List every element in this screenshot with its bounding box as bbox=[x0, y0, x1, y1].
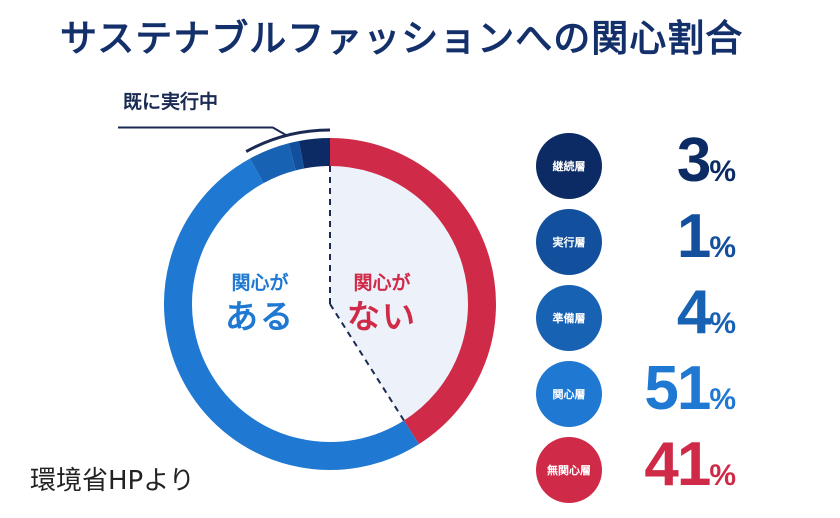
legend-row-preparing: 準備層 4% bbox=[536, 278, 836, 361]
slice-not-interested bbox=[329, 138, 496, 445]
legend-row-not-interested: 無関心層 41% bbox=[536, 430, 836, 513]
legend-value-interested: 51% bbox=[636, 353, 736, 424]
acting-bracket bbox=[245, 128, 331, 153]
source-note: 環境省HPより bbox=[30, 466, 195, 496]
unit-preparing: % bbox=[709, 307, 736, 340]
legend-badge-preparing: 準備層 bbox=[536, 285, 602, 351]
divider-bottom bbox=[329, 303, 405, 422]
legend-row-interested: 関心層 51% bbox=[536, 354, 836, 437]
unit-interested: % bbox=[709, 383, 736, 416]
chart-title: サステナブルファッションへの関心割合 bbox=[60, 17, 744, 60]
legend-value-executing: 1% bbox=[636, 201, 736, 272]
value-interested: 51 bbox=[644, 354, 711, 423]
legend-value-not-interested: 41% bbox=[636, 429, 736, 500]
interested-label-small: 関心が bbox=[231, 272, 289, 294]
slice-continuing bbox=[298, 138, 331, 169]
legend-badge-continuing: 継続層 bbox=[536, 133, 602, 199]
not-interested-label-small: 関心が bbox=[353, 272, 411, 294]
donut-inner-background bbox=[330, 166, 468, 421]
slice-interested bbox=[164, 158, 419, 470]
slice-preparing bbox=[250, 143, 297, 184]
unit-executing: % bbox=[709, 231, 736, 264]
legend-badge-executing: 実行層 bbox=[536, 209, 602, 275]
legend-badge-not-interested: 無関心層 bbox=[536, 437, 602, 503]
not-interested-label-big: ない bbox=[347, 296, 417, 336]
legend-value-preparing: 4% bbox=[636, 277, 736, 348]
unit-continuing: % bbox=[709, 155, 736, 188]
legend-row-executing: 実行層 1% bbox=[536, 202, 836, 285]
slice-executing bbox=[288, 140, 305, 171]
legend-row-continuing: 継続層 3% bbox=[536, 126, 836, 209]
value-preparing: 4 bbox=[676, 278, 712, 347]
interested-group-label: 関心が ある bbox=[200, 272, 320, 337]
value-executing: 1 bbox=[676, 202, 712, 271]
callout-leader-line bbox=[118, 126, 288, 137]
legend-badge-interested: 関心層 bbox=[536, 361, 602, 427]
not-interested-group-label: 関心が ない bbox=[322, 272, 442, 337]
legend-value-continuing: 3% bbox=[636, 125, 736, 196]
value-continuing: 3 bbox=[676, 126, 712, 195]
donut-decorations bbox=[118, 126, 405, 422]
donut-ring bbox=[164, 138, 496, 470]
not-interested-inner-wedge bbox=[330, 166, 468, 421]
value-not-interested: 41 bbox=[644, 430, 711, 499]
callout-label: 既に実行中 bbox=[123, 91, 219, 113]
interested-label-big: ある bbox=[225, 296, 295, 336]
unit-not-interested: % bbox=[709, 459, 736, 492]
